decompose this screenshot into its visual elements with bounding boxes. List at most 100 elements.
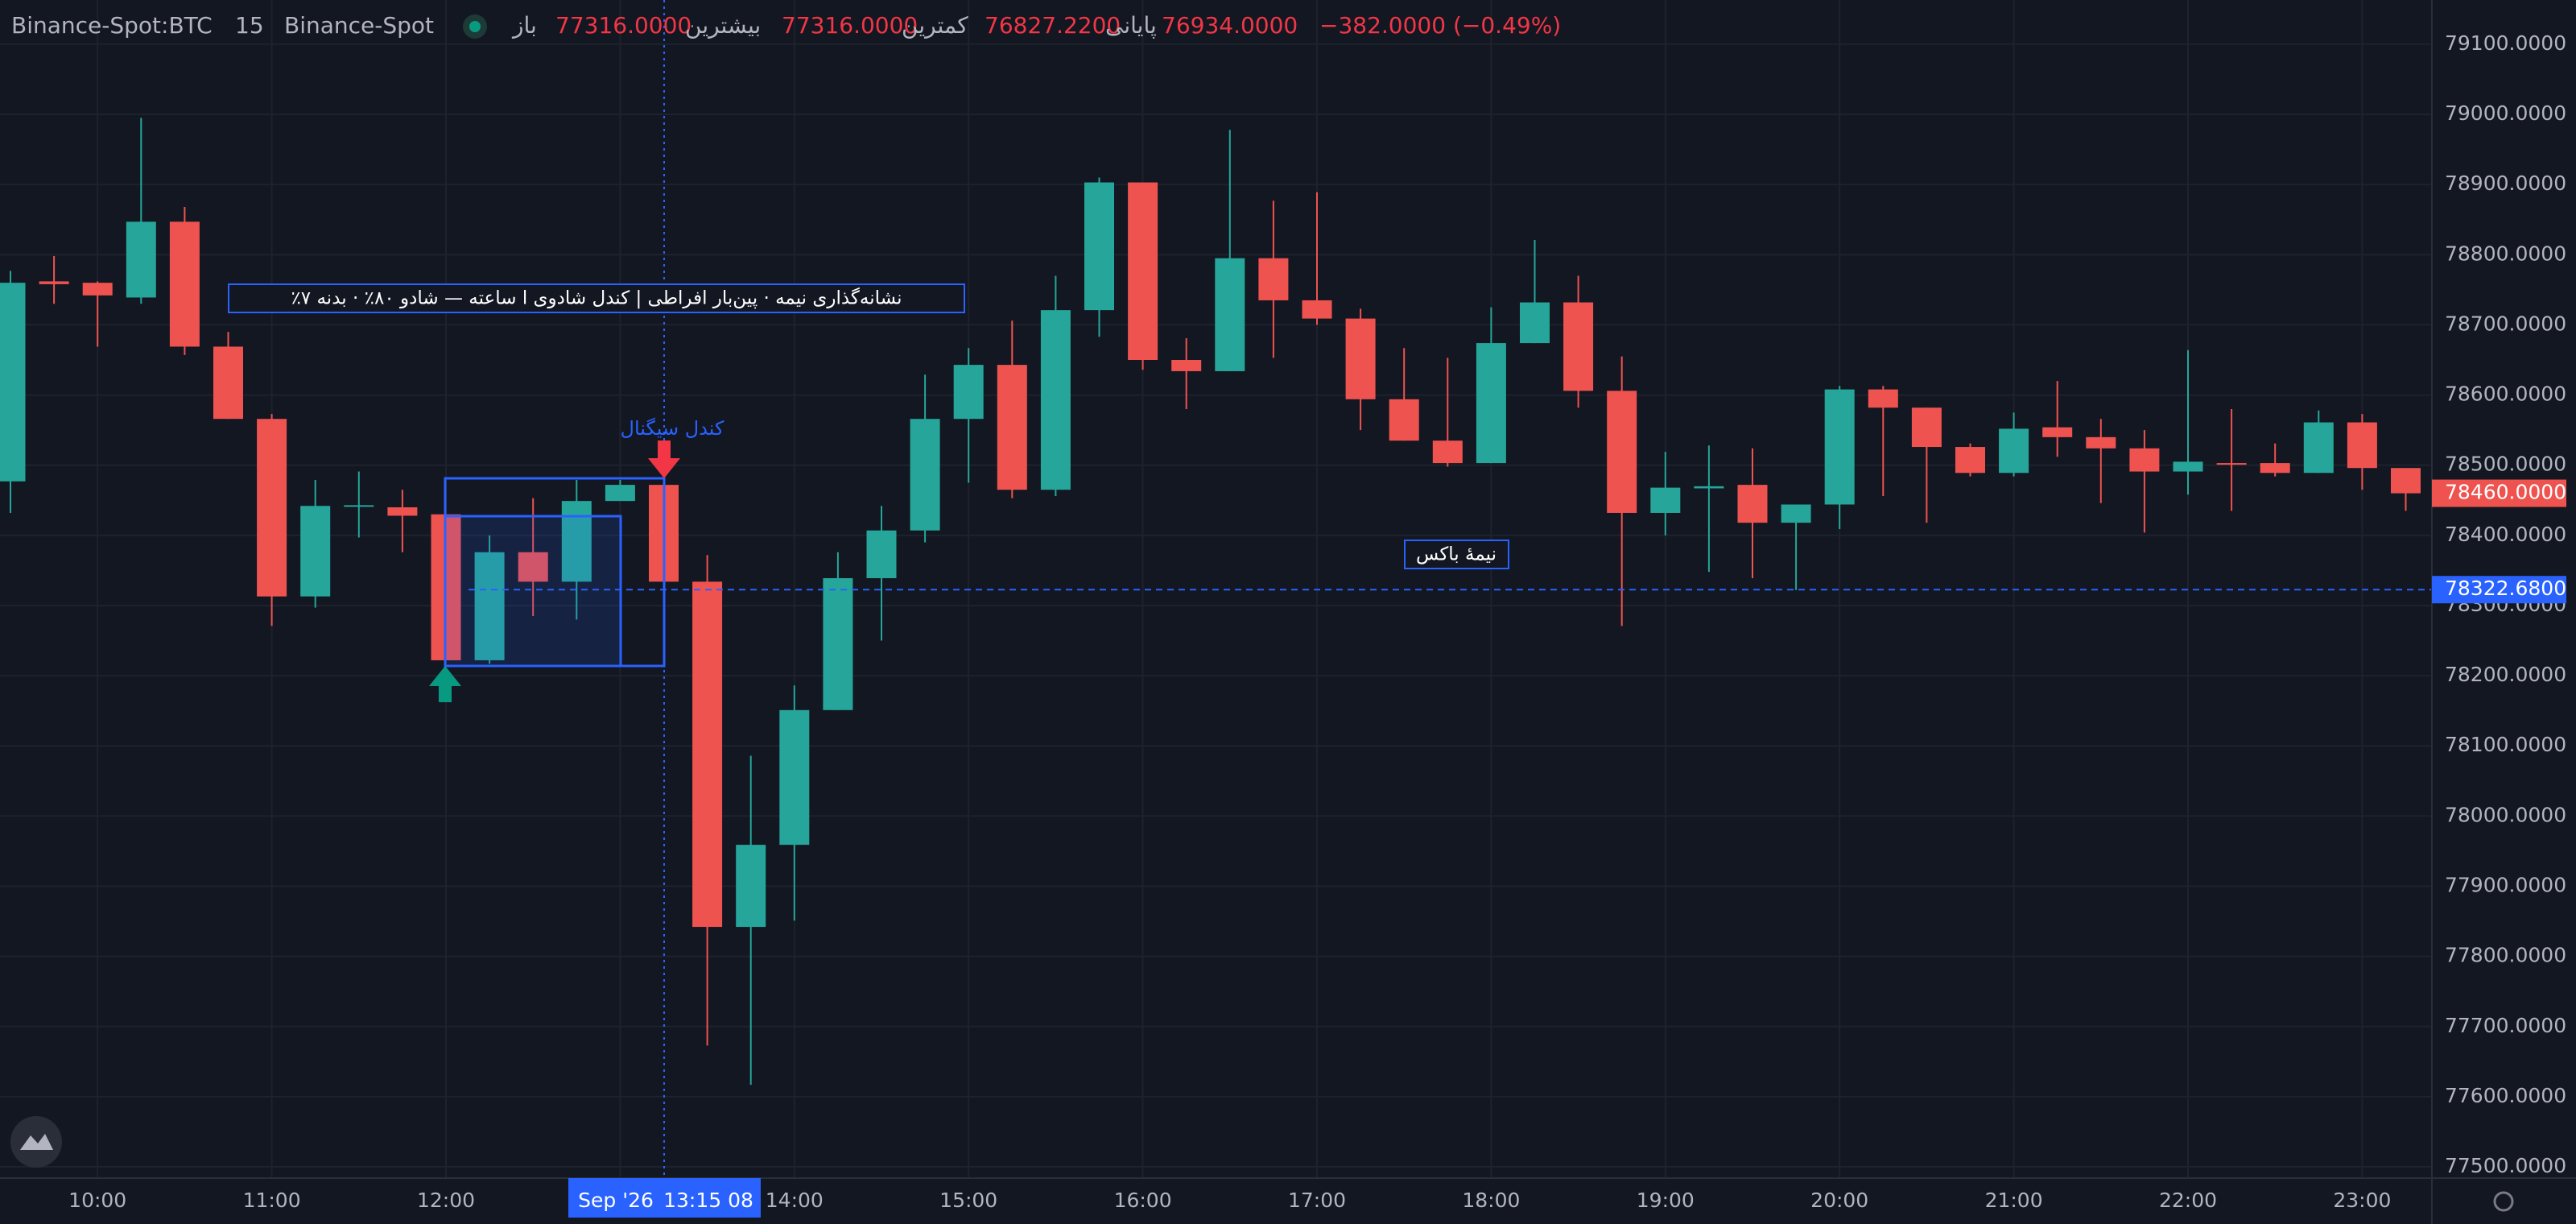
candle-body — [1171, 360, 1202, 371]
candle-body — [1955, 447, 1985, 473]
x-tick-label: 15:00 — [939, 1189, 997, 1212]
last-price-label: 78460.0000 — [2445, 481, 2566, 504]
candle-body — [2173, 461, 2203, 472]
banner-box — [228, 283, 965, 313]
logo-icon — [20, 1134, 53, 1150]
y-tick-label: 77600.0000 — [2445, 1084, 2566, 1107]
candle-body — [779, 709, 810, 846]
y-tick-label: 77500.0000 — [2445, 1154, 2566, 1177]
candle-body — [2129, 448, 2160, 472]
candle-body — [1694, 486, 1724, 489]
candle-body — [736, 845, 766, 928]
candle-body — [213, 346, 243, 420]
interval: 15 — [235, 12, 264, 39]
low-value: 76827.2200 — [985, 12, 1121, 39]
candle-body — [2216, 463, 2247, 465]
candle-body — [1258, 258, 1289, 300]
candle-body — [1040, 310, 1071, 490]
close-value: 76934.0000 — [1162, 12, 1298, 39]
candle-body — [1563, 302, 1594, 391]
candle-body — [605, 485, 635, 502]
x-tick-label: 22:00 — [2159, 1189, 2217, 1212]
y-tick-label: 78600.0000 — [2445, 382, 2566, 406]
candle-body — [474, 552, 505, 660]
up-arrow-head — [429, 666, 461, 686]
candle-body — [2391, 468, 2421, 494]
y-tick-label: 78100.0000 — [2445, 733, 2566, 756]
x-tick-label: 18:00 — [1462, 1189, 1520, 1212]
y-tick-label: 77700.0000 — [2445, 1014, 2566, 1037]
y-tick-label: 77800.0000 — [2445, 944, 2566, 967]
candle-body — [561, 501, 592, 582]
candle-body — [1781, 504, 1811, 523]
candle-body — [1607, 391, 1637, 513]
candle-body — [518, 552, 548, 582]
y-tick-label: 78800.0000 — [2445, 242, 2566, 265]
open-value: 77316.0000 — [555, 12, 691, 39]
candle-body — [910, 419, 940, 531]
y-tick-label: 78400.0000 — [2445, 523, 2566, 546]
candle-body — [39, 281, 69, 284]
candle-body — [1824, 389, 1855, 505]
candle-body — [2086, 436, 2116, 449]
crosshair-time: 13:15 08 — [663, 1189, 753, 1212]
low-label: کمترین — [902, 12, 968, 39]
candle-body — [1737, 485, 1768, 523]
candle-body — [387, 507, 418, 516]
last-price-badge — [2432, 479, 2566, 507]
y-tick-label: 77900.0000 — [2445, 874, 2566, 897]
candle-body — [1389, 399, 1419, 441]
mid-box — [1404, 540, 1509, 569]
candle-body — [344, 505, 374, 507]
exchange: Binance-Spot — [284, 12, 434, 39]
crosshair-time-badge — [568, 1178, 761, 1218]
candle-body — [1520, 302, 1550, 344]
y-tick-label: 79000.0000 — [2445, 101, 2566, 125]
candle-body — [1432, 440, 1463, 464]
candle-body — [1868, 389, 1898, 408]
y-tick-label: 79100.0000 — [2445, 31, 2566, 55]
symbol: Binance-Spot:BTC — [11, 12, 213, 39]
close-label: پایانی — [1105, 12, 1157, 39]
candle-body — [823, 577, 853, 710]
candle-body — [169, 221, 200, 347]
candles — [0, 118, 2421, 1085]
down-arrow-stem — [658, 440, 671, 458]
settings-icon[interactable] — [2493, 1191, 2514, 1212]
y-tick-label: 78900.0000 — [2445, 172, 2566, 195]
y-tick-label: 78700.0000 — [2445, 312, 2566, 335]
candle-body — [1084, 182, 1114, 311]
x-tick-label: 17:00 — [1288, 1189, 1346, 1212]
candle-body — [953, 365, 984, 420]
candle-body — [2303, 422, 2334, 473]
y-tick-label: 78200.0000 — [2445, 663, 2566, 686]
banner-text: ٪نشانه‌گذاری نیمه · پین‌بار افراطی | کند… — [291, 287, 902, 309]
candle-body — [82, 283, 113, 296]
mid-box-label: نیمهٔ باکس — [1416, 544, 1496, 565]
y-tick-label: 78500.0000 — [2445, 453, 2566, 476]
candle-body — [1345, 318, 1376, 399]
candle-body — [1650, 487, 1681, 513]
candle-body — [2260, 463, 2290, 473]
candle-body — [1476, 343, 1506, 464]
high-label: بیشترین — [685, 12, 761, 39]
x-tick-label: 23:00 — [2333, 1189, 2391, 1212]
header: Binance-Spot:BTC 15 Binance-Spot باز 773… — [11, 12, 1561, 39]
x-tick-label: 16:00 — [1114, 1189, 1172, 1212]
open-label: باز — [511, 12, 537, 39]
x-tick-label: 14:00 — [766, 1189, 824, 1212]
x-tick-label: 12:00 — [417, 1189, 475, 1212]
candle-body — [126, 221, 156, 298]
price-axis-bg — [2432, 0, 2576, 1224]
candle-body — [692, 581, 723, 928]
candle-body — [1999, 428, 2029, 473]
candle-body — [2347, 422, 2377, 469]
candle-body — [1302, 300, 1332, 319]
candle-body — [866, 530, 897, 578]
down-arrow-head — [648, 458, 680, 478]
signal-label: کندل سیگنال — [621, 417, 725, 440]
candle-body — [1128, 182, 1158, 361]
